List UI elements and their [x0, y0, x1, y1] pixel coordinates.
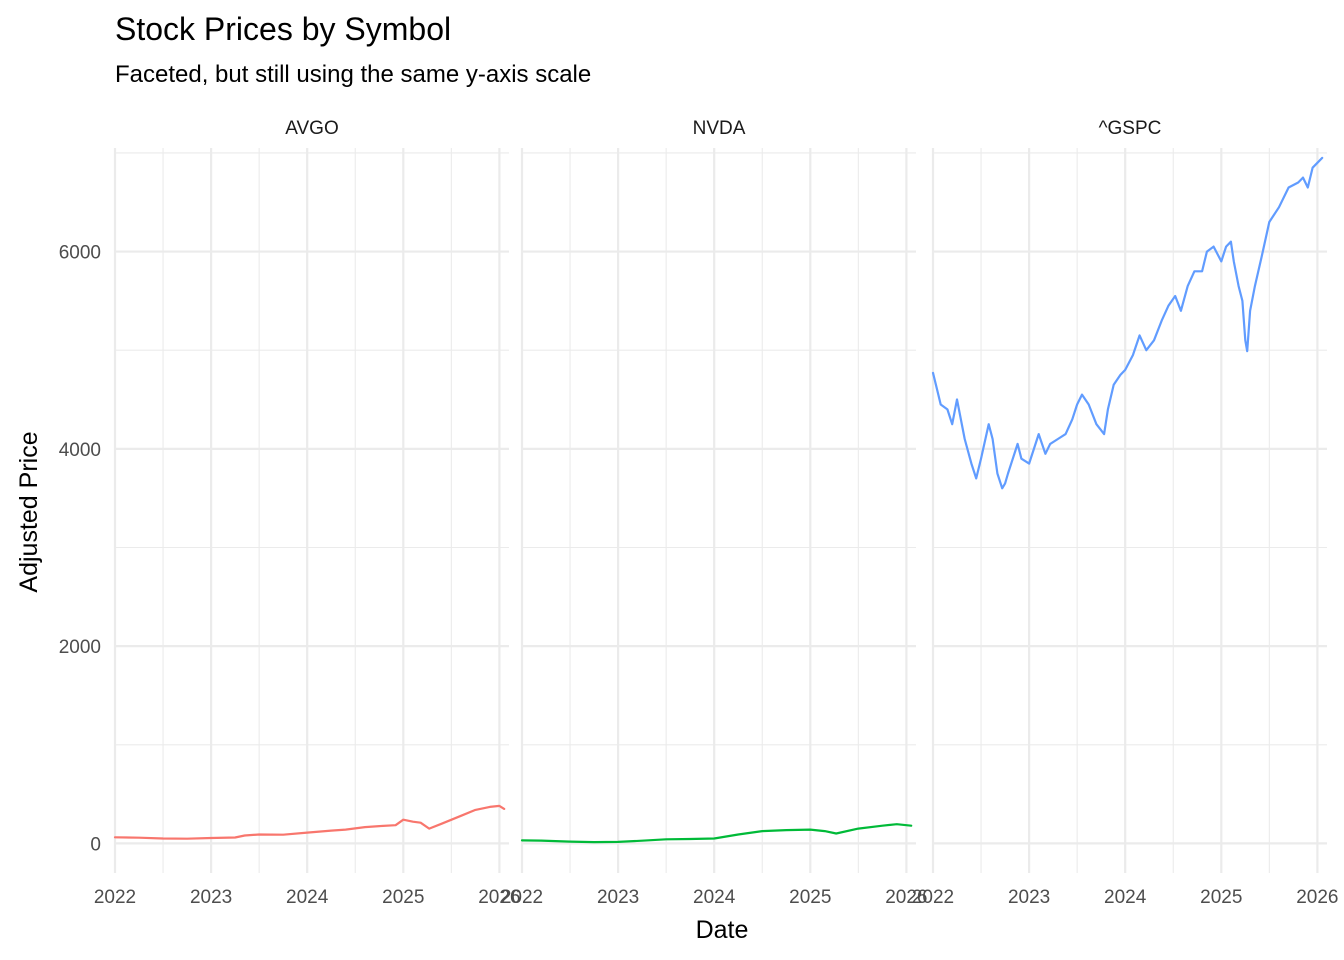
x-tick-label: 2023: [597, 887, 639, 908]
series-line-avgo: [113, 804, 506, 840]
x-tick-label: 2025: [1200, 887, 1242, 908]
facet-panel: AVGO 2022 2023 2024 2025 2026: [94, 118, 521, 908]
x-tick-label: 2023: [1008, 887, 1050, 908]
facet-panels: AVGO 2022 2023 2024 2025 2026 NVDA 2022 2023 2024…: [94, 118, 1339, 908]
x-tick-label: 2022: [501, 887, 543, 908]
x-tick-label: 2025: [789, 887, 831, 908]
y-tick-label: 4000: [59, 440, 101, 461]
x-tick-label: 2022: [94, 887, 136, 908]
x-tick-label: 2023: [190, 887, 232, 908]
x-tick-label: 2025: [382, 887, 424, 908]
facet-strip-label: AVGO: [285, 118, 339, 139]
x-axis-title: Date: [696, 916, 749, 944]
y-tick-label: 0: [90, 834, 101, 855]
x-tick-label: 2026: [885, 887, 927, 908]
series-line-gspc: [931, 156, 1324, 490]
facet-panel: NVDA 2022 2023 2024 2025 2026: [501, 118, 928, 908]
y-tick-label: 6000: [59, 243, 101, 264]
y-tick-label: 2000: [59, 637, 101, 658]
x-tick-label: 2024: [286, 887, 329, 908]
chart-title: Stock Prices by Symbol: [115, 11, 451, 47]
x-tick-label: 2024: [693, 887, 736, 908]
x-tick-label: 2024: [1104, 887, 1147, 908]
facet-strip-label: ^GSPC: [1099, 118, 1162, 139]
facet-strip-label: NVDA: [693, 118, 746, 139]
x-tick-label: 2026: [1296, 887, 1338, 908]
y-axis-tick-labels: 0 2000 4000 6000: [59, 243, 101, 856]
series-line-nvda: [520, 823, 913, 844]
x-tick-label: 2026: [478, 887, 520, 908]
chart-subtitle: Faceted, but still using the same y-axis…: [115, 61, 591, 88]
facet-panel: ^GSPC 2022 2023 2024 2025 2026: [912, 118, 1339, 908]
y-axis-title: Adjusted Price: [15, 431, 43, 592]
x-tick-label: 2022: [912, 887, 954, 908]
